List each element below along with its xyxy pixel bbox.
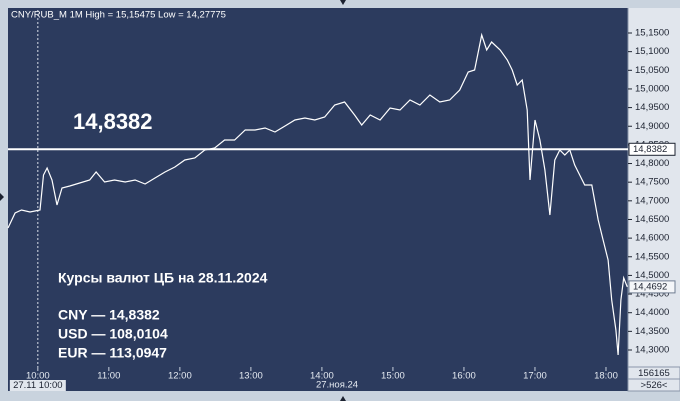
y-tick-label: 14,4000 xyxy=(635,307,669,318)
footer-zoom: >526< xyxy=(641,380,668,391)
date-label: 27.ноя.24 xyxy=(316,380,358,391)
x-tick-label: 12:00 xyxy=(168,371,192,382)
reference-marker xyxy=(628,142,676,156)
x-tick-label: 14:00 xyxy=(310,371,334,382)
x-tick-label: 15:00 xyxy=(381,371,405,382)
footer-box xyxy=(627,378,680,392)
x-tick-label: 17:00 xyxy=(523,371,547,382)
plot-area xyxy=(8,8,628,391)
annotation: USD — 108,0104 xyxy=(58,326,168,342)
chart-title: CNY/RUB_M 1M High = 15,15475 Low = 14,27… xyxy=(11,10,226,21)
y-tick-label: 14,5500 xyxy=(635,251,669,262)
y-tick-label: 14,6000 xyxy=(635,233,669,244)
cursor-label-box xyxy=(9,380,66,391)
y-tick-label: 15,1000 xyxy=(635,46,669,57)
x-tick-label: 11:00 xyxy=(97,371,120,382)
reference-marker-label: 14,8382 xyxy=(633,144,667,155)
x-tick-label: 16:00 xyxy=(452,371,476,382)
top-arrow xyxy=(340,0,346,5)
y-tick-label: 15,0500 xyxy=(635,65,669,76)
y-tick-label: 14,7500 xyxy=(635,177,669,188)
y-tick-label: 14,5000 xyxy=(635,270,669,281)
y-tick-label: 15,1500 xyxy=(635,28,669,39)
y-tick-label: 14,9000 xyxy=(635,121,669,132)
annotation: Курсы валют ЦБ на 28.11.2024 xyxy=(58,270,268,286)
y-tick-label: 14,8000 xyxy=(635,158,669,169)
x-tick-label: 13:00 xyxy=(239,371,263,382)
last-value-label: 14,4692 xyxy=(633,281,667,292)
price-line xyxy=(7,32,628,356)
cursor-label: 27.11 10:00 xyxy=(13,380,62,391)
reference-label: 14,8382 xyxy=(73,109,153,134)
y-tick-label: 15,0000 xyxy=(635,83,669,94)
annotation: EUR — 113,0947 xyxy=(58,345,167,361)
y-tick-label: 14,4500 xyxy=(635,289,669,300)
y-tick-label: 14,6500 xyxy=(635,214,669,225)
x-tick-label: 18:00 xyxy=(594,371,618,382)
bottom-arrow xyxy=(340,396,346,401)
x-tick-label: 10:00 xyxy=(26,371,50,382)
y-tick-label: 14,3000 xyxy=(635,345,669,356)
y-axis-panel xyxy=(628,8,680,367)
y-tick-label: 14,3500 xyxy=(635,326,669,337)
last-value-marker xyxy=(628,280,676,294)
y-tick-label: 14,9500 xyxy=(635,102,669,113)
y-tick-label: 14,7000 xyxy=(635,195,669,206)
footer-count: 156165 xyxy=(638,368,670,379)
left-arrow xyxy=(0,193,4,201)
annotation: CNY — 14,8382 xyxy=(58,307,160,323)
